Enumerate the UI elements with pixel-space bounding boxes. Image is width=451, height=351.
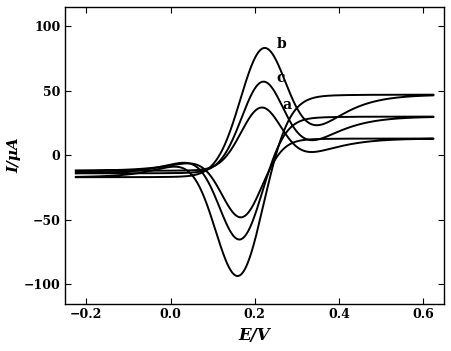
- X-axis label: E/V: E/V: [239, 327, 271, 344]
- Text: b: b: [276, 37, 286, 51]
- Text: c: c: [276, 71, 285, 85]
- Y-axis label: I/μA: I/μA: [7, 138, 21, 173]
- Text: a: a: [282, 98, 291, 112]
